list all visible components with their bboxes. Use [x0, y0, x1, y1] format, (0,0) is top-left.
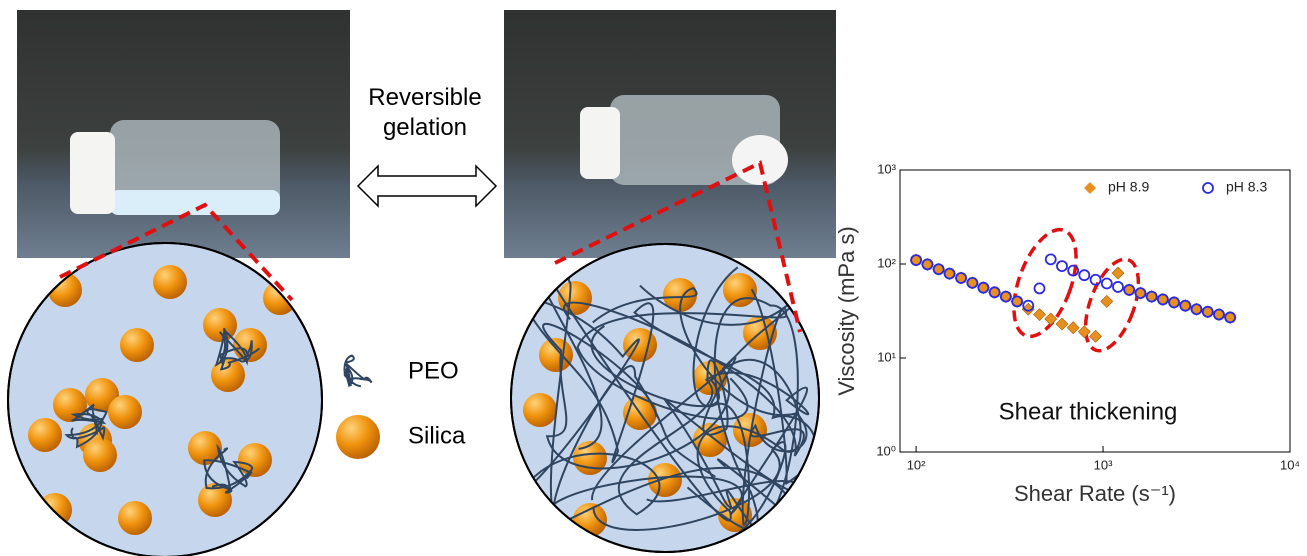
silica-sphere [118, 501, 152, 535]
silica-sphere [28, 418, 62, 452]
silica-sphere [153, 265, 187, 299]
data-point [1033, 309, 1045, 321]
data-point [1079, 270, 1089, 280]
x-axis-label: Shear Rate (s⁻¹) [1014, 481, 1176, 506]
silica-sphere [523, 393, 557, 427]
silica-sphere [83, 438, 117, 472]
data-point [1112, 267, 1124, 279]
y-tick-label: 10⁰ [876, 443, 896, 458]
data-point [1113, 282, 1123, 292]
data-point [1078, 326, 1090, 338]
data-point [1091, 275, 1101, 285]
data-point [1056, 318, 1068, 330]
x-tick-label: 10³ [1094, 457, 1113, 472]
figure: PEO Silica 10² 10³ 10⁴ 10⁰ 10¹ 10² 10³ Shear Ra… [0, 0, 1307, 556]
y-tick-label: 10² [877, 255, 896, 270]
y-tick-label: 10³ [877, 161, 896, 176]
silica-sphere [108, 395, 142, 429]
y-axis-label: Viscosity (mPa s) [834, 226, 859, 396]
silica-sphere [539, 338, 573, 372]
legend-label: Silica [408, 422, 466, 449]
canvas: PEO Silica 10² 10³ 10⁴ 10⁰ 10¹ 10² 10³ Shear Ra… [0, 0, 1307, 556]
highlight-ellipse [1075, 252, 1149, 357]
legend-label: pH 8.3 [1226, 179, 1267, 195]
data-point [1057, 261, 1067, 271]
data-point [1046, 254, 1056, 264]
data-point [1034, 283, 1044, 293]
annotation: Shear thickening [999, 398, 1178, 425]
x-tick-label: 10² [907, 457, 926, 472]
legend-marker [1084, 182, 1096, 194]
legend-label: pH 8.9 [1108, 179, 1149, 195]
data-point [1102, 279, 1112, 289]
legend-label: PEO [408, 357, 459, 384]
arrow-label: Reversible gelation [352, 83, 498, 143]
silica-sphere [120, 328, 154, 362]
legend-coil [344, 355, 371, 386]
silica-sphere [648, 463, 682, 497]
legend-marker [1203, 183, 1213, 193]
silica-sphere [238, 443, 272, 477]
photo-sol [17, 10, 350, 258]
data-point [1045, 313, 1057, 325]
photo-gel [504, 10, 836, 258]
double-arrow [358, 166, 496, 206]
data-point [1101, 295, 1113, 307]
peo-coil [344, 355, 371, 386]
data-point [1090, 330, 1102, 342]
data-point [1067, 322, 1079, 334]
chart: 10² 10³ 10⁴ 10⁰ 10¹ 10² 10³ Shear Rate (s⁻¹) Vis… [834, 161, 1300, 505]
x-tick-label: 10⁴ [1280, 457, 1300, 472]
legend-sphere [336, 415, 380, 459]
y-tick-label: 10¹ [877, 349, 896, 364]
